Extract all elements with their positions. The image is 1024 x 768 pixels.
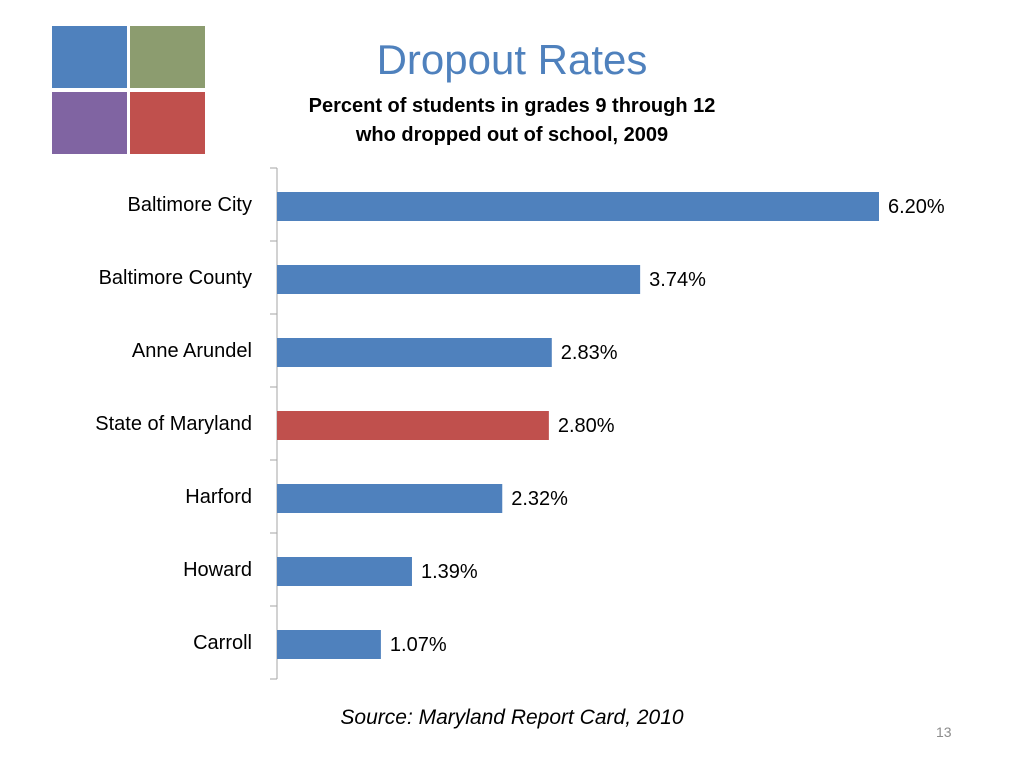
logo-square-purple	[52, 92, 127, 154]
subtitle-line-1: Percent of students in grades 9 through …	[308, 95, 716, 117]
data-label: 1.07%	[390, 634, 447, 656]
data-label: 2.83%	[561, 342, 618, 364]
bar	[277, 338, 552, 367]
category-label: Carroll	[193, 632, 252, 654]
data-label: 6.20%	[888, 196, 945, 218]
data-label: 2.80%	[558, 415, 615, 437]
logo-square-blue	[52, 26, 127, 88]
category-label: Howard	[183, 559, 252, 581]
data-label: 2.32%	[511, 488, 568, 510]
data-label: 3.74%	[649, 269, 706, 291]
category-label: Baltimore City	[128, 194, 252, 216]
source-note: Source: Maryland Report Card, 2010	[340, 706, 684, 729]
chart-subtitle: Percent of students in grades 9 through …	[200, 92, 824, 150]
logo-square-red	[130, 92, 205, 154]
logo-square-green	[130, 26, 205, 88]
category-label: Anne Arundel	[132, 340, 252, 362]
bar	[277, 192, 879, 221]
category-label: Harford	[185, 486, 252, 508]
bar	[277, 411, 549, 440]
bar	[277, 557, 412, 586]
bar	[277, 484, 503, 513]
page-number: 13	[936, 724, 952, 740]
bar	[277, 630, 381, 659]
data-label: 1.39%	[421, 561, 478, 583]
slide-title: Dropout Rates	[376, 36, 648, 83]
bar	[277, 265, 641, 294]
category-label: Baltimore County	[99, 267, 252, 289]
logo	[52, 26, 205, 154]
category-label: State of Maryland	[95, 413, 252, 435]
subtitle-line-2: who dropped out of school, 2009	[355, 124, 669, 146]
